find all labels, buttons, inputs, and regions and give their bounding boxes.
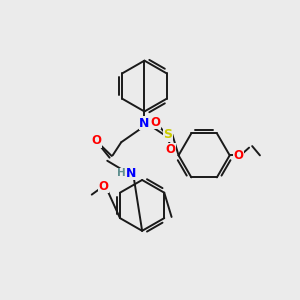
Text: O: O bbox=[150, 116, 160, 129]
Text: H: H bbox=[117, 168, 126, 178]
Text: N: N bbox=[126, 167, 136, 180]
Text: O: O bbox=[92, 134, 101, 147]
Text: O: O bbox=[166, 143, 176, 157]
Text: S: S bbox=[163, 128, 172, 141]
Text: O: O bbox=[98, 180, 108, 193]
Text: N: N bbox=[139, 116, 150, 130]
Text: O: O bbox=[233, 149, 243, 162]
